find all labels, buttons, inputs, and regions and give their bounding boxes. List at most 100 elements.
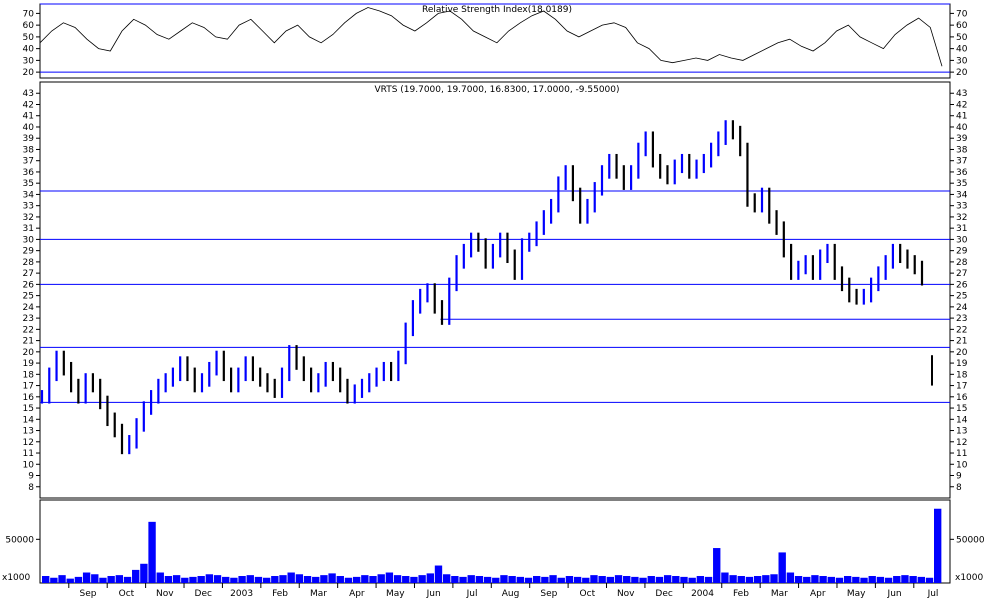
volume-bar xyxy=(786,572,795,583)
x-tick-label: May xyxy=(386,589,405,599)
volume-bar xyxy=(377,574,385,583)
volume-frame xyxy=(39,499,951,584)
price-y-right-tick-label: 39 xyxy=(956,134,968,144)
volume-bar xyxy=(680,576,688,583)
volume-bar xyxy=(58,575,66,583)
price-y-right-tick-label: 26 xyxy=(956,280,968,290)
x-tick-label: May xyxy=(847,589,866,599)
volume-bar xyxy=(901,575,909,583)
volume-bar xyxy=(434,565,443,583)
rsi-y-right-tick-label: 20 xyxy=(956,68,968,78)
x-axis: Sep Oct Nov Dec 2003 Feb Mar Apr May Jun Jul Aug Sep… xyxy=(68,583,939,599)
volume-bar xyxy=(442,574,451,583)
volume-bar xyxy=(328,573,336,583)
x-tick-label: 2004 xyxy=(691,589,714,599)
volume-bar xyxy=(82,572,91,583)
volume-bar xyxy=(598,576,606,583)
volume-bar xyxy=(737,576,745,583)
price-y-left-tick-label: 38 xyxy=(23,145,35,155)
x-tick-label: Feb xyxy=(733,589,749,599)
price-y-left-tick-label: 8 xyxy=(28,483,34,493)
x-tick-label: Jul xyxy=(466,589,478,599)
volume-bar xyxy=(541,576,549,583)
x-tick-label: Feb xyxy=(272,589,288,599)
price-y-left-tick-label: 35 xyxy=(23,179,34,189)
volume-bar xyxy=(451,576,459,583)
price-y-right-tick-label: 10 xyxy=(956,460,968,470)
volume-bar xyxy=(688,577,696,583)
volume-bar xyxy=(925,577,934,583)
price-y-left-tick-label: 43 xyxy=(23,89,34,99)
volume-bar xyxy=(197,576,205,583)
volume-bar xyxy=(426,573,434,583)
price-y-left-tick-label: 28 xyxy=(23,258,35,268)
x-tick-label: Jul xyxy=(927,589,939,599)
volume-bar xyxy=(524,577,533,583)
volume-bar xyxy=(672,576,680,583)
price-y-right-tick-label: 12 xyxy=(956,438,967,448)
volume-bar xyxy=(418,575,426,583)
volume-bar xyxy=(189,576,197,583)
x-tick-label: Dec xyxy=(195,589,212,599)
price-y-left-tick-label: 25 xyxy=(23,292,34,302)
volume-bar xyxy=(74,576,83,583)
price-y-right-tick-label: 24 xyxy=(956,303,968,313)
price-y-left-tick-label: 36 xyxy=(23,168,35,178)
volume-bar xyxy=(778,552,786,583)
volume-bar xyxy=(639,577,647,583)
price-y-left-tick-label: 17 xyxy=(23,382,34,392)
price-y-left-tick-label: 33 xyxy=(23,202,34,212)
volume-bar xyxy=(254,576,263,583)
volume-bar xyxy=(753,576,762,583)
price-y-left-tick-label: 29 xyxy=(23,247,35,257)
price-y-right-tick-label: 22 xyxy=(956,325,967,335)
price-y-right-tick-label: 37 xyxy=(956,157,967,167)
price-y-right-tick-label: 34 xyxy=(956,190,968,200)
rsi-y-right-tick-label: 60 xyxy=(956,21,968,31)
volume-bar xyxy=(164,576,173,583)
volume-bar xyxy=(827,576,835,583)
price-y-left-tick-label: 9 xyxy=(28,472,34,482)
price-y-left-tick-label: 40 xyxy=(23,123,35,133)
price-y-right-tick-label: 36 xyxy=(956,168,968,178)
volume-bar xyxy=(934,508,942,583)
x-tick-label: Oct xyxy=(119,589,135,599)
price-y-left-tick-label: 24 xyxy=(23,303,35,313)
volume-bar xyxy=(516,576,525,583)
price-y-right-tick-label: 19 xyxy=(956,359,968,369)
volume-bar xyxy=(770,574,778,583)
price-y-right-tick-label: 31 xyxy=(956,224,967,234)
volume-bar xyxy=(140,563,148,583)
x-tick-label: 2003 xyxy=(230,589,253,599)
price-y-right-tick-label: 25 xyxy=(956,292,967,302)
x-tick-label: Mar xyxy=(310,589,327,599)
volume-bar xyxy=(91,574,99,583)
price-y-right-tick-label: 35 xyxy=(956,179,967,189)
volume-bar xyxy=(287,572,295,583)
volume-bar xyxy=(533,576,541,583)
price-y-right-tick-label: 43 xyxy=(956,89,967,99)
price-y-right-tick-label: 14 xyxy=(956,415,968,425)
rsi-y-left-tick-label: 40 xyxy=(23,45,35,55)
volume-bar xyxy=(107,576,115,583)
volume-bar xyxy=(148,521,156,583)
volume-y-right-tick-label: 50000 xyxy=(956,535,985,545)
price-y-left-tick-label: 18 xyxy=(23,370,35,380)
price-y-right-tick-label: 40 xyxy=(956,123,968,133)
volume-bar xyxy=(336,576,344,583)
price-y-left-tick-label: 15 xyxy=(23,404,34,414)
price-y-left-tick-label: 31 xyxy=(23,224,34,234)
price-y-left-tick-label: 11 xyxy=(23,449,34,459)
volume-bar xyxy=(483,576,492,583)
price-y-right-tick-label: 8 xyxy=(956,483,962,493)
volume-bar xyxy=(606,576,615,583)
volume-bar xyxy=(803,576,811,583)
volume-bar xyxy=(492,577,500,583)
volume-bar xyxy=(344,577,353,583)
price-y-left-tick-label: 27 xyxy=(23,269,34,279)
price-y-right-tick-label: 27 xyxy=(956,269,967,279)
volume-bar xyxy=(132,569,140,583)
volume-bar xyxy=(663,575,672,583)
volume-bar xyxy=(893,576,901,583)
